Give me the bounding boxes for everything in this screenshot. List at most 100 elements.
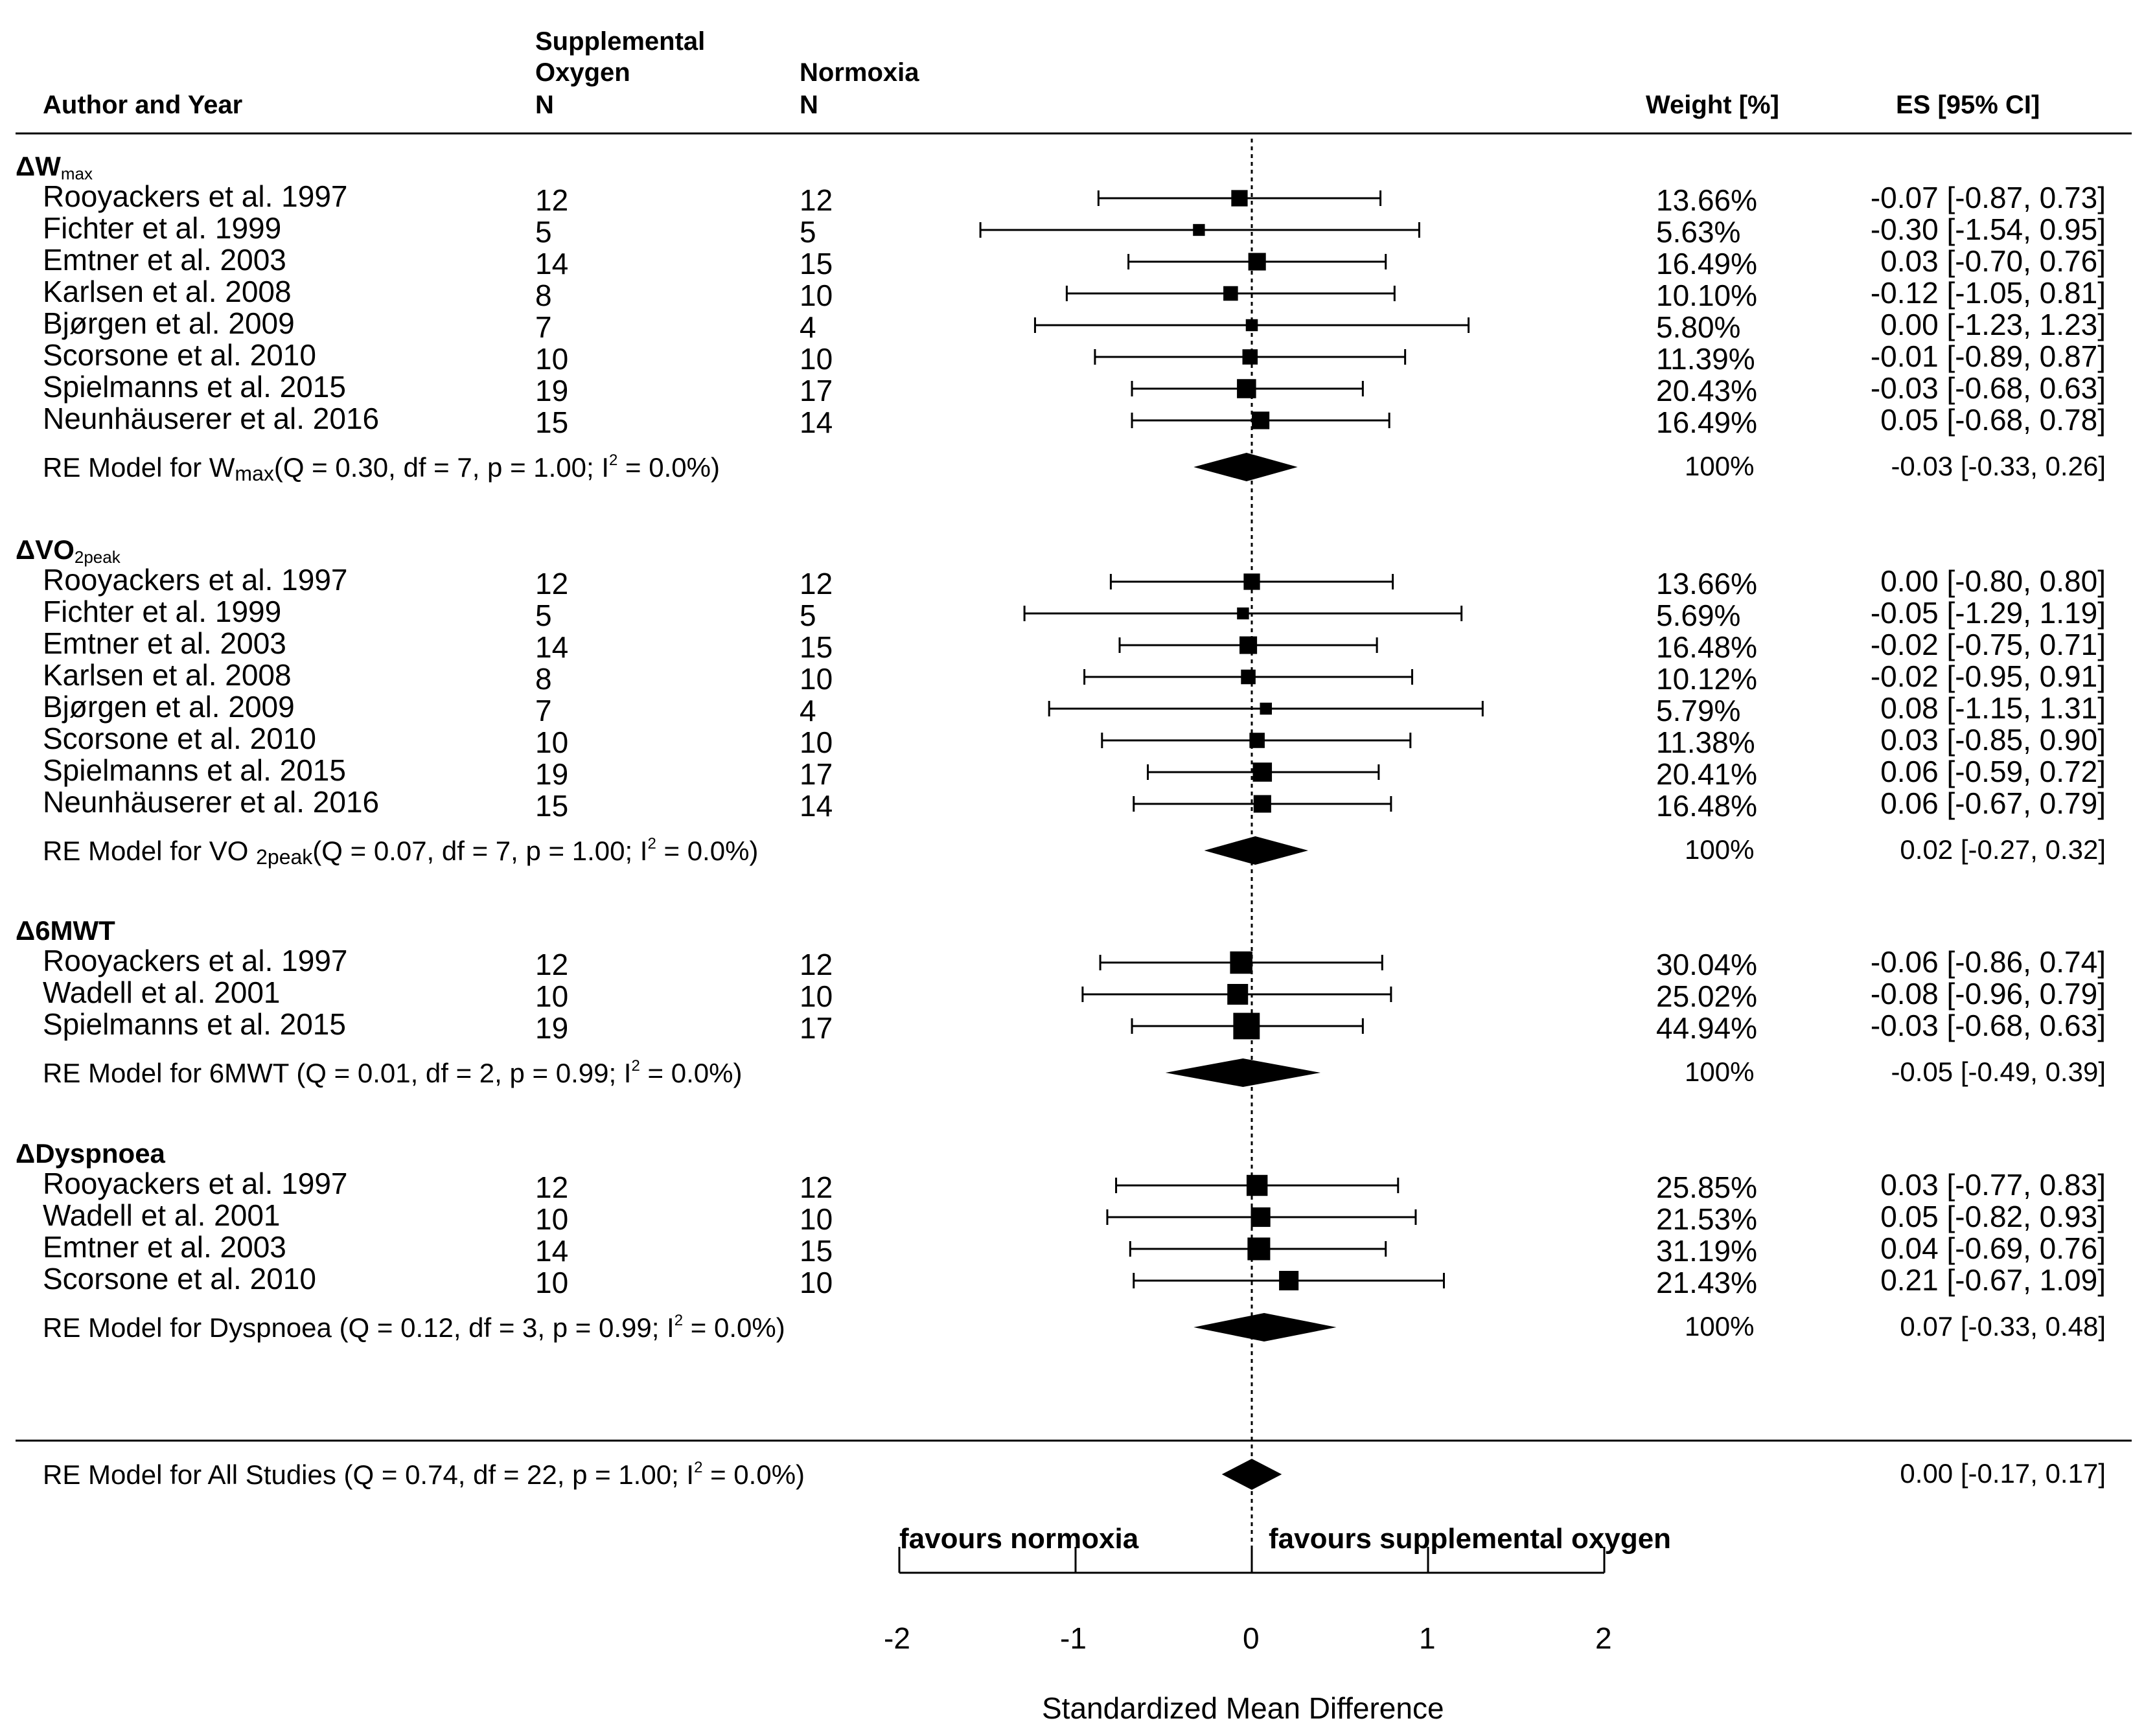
model-i2: = 0.0%) [617, 452, 720, 483]
study-n-supplemental: 12 [535, 183, 569, 217]
study-n-normoxia: 10 [800, 662, 833, 696]
model-diamond [1193, 1313, 1337, 1342]
study-effect-marker [1239, 636, 1258, 654]
study-n-normoxia: 4 [800, 310, 816, 344]
model-es-ci: -0.03 [-0.33, 0.26] [1891, 451, 2106, 481]
study-n-supplemental: 19 [535, 757, 569, 791]
section-name: Dyspnoea [35, 1138, 165, 1169]
study-weight: 21.53% [1656, 1202, 1758, 1236]
study-author: Karlsen et al. 2008 [43, 275, 292, 308]
study-effect-marker [1260, 702, 1273, 715]
study-n-normoxia: 12 [800, 567, 833, 600]
model-prefix: RE Model for Dyspnoea [43, 1312, 340, 1343]
study-es-ci: -0.03 [-0.68, 0.63] [1870, 1009, 2106, 1042]
study-author: Rooyackers et al. 1997 [43, 563, 348, 597]
study-author: Wadell et al. 2001 [43, 1198, 281, 1232]
study-es-ci: -0.03 [-0.68, 0.63] [1870, 371, 2106, 405]
study-weight: 10.12% [1656, 662, 1758, 696]
study-n-normoxia: 17 [800, 374, 833, 407]
model-label: RE Model for 6MWT (Q = 0.01, df = 2, p =… [43, 1058, 742, 1087]
study-n-normoxia: 5 [800, 215, 816, 249]
study-n-normoxia: 5 [800, 599, 816, 632]
study-author: Bjørgen et al. 2009 [43, 306, 295, 340]
study-weight: 16.49% [1656, 247, 1758, 280]
model-superscript: 2 [674, 1312, 684, 1329]
overall-es-ci: 0.00 [-0.17, 0.17] [1900, 1458, 2106, 1489]
study-author: Fichter et al. 1999 [43, 211, 282, 245]
study-n-normoxia: 14 [800, 405, 833, 439]
study-es-ci: 0.05 [-0.82, 0.93] [1880, 1200, 2106, 1233]
model-label: RE Model for VO 2peak(Q = 0.07, df = 7, … [43, 836, 759, 869]
model-diamond [1204, 836, 1309, 865]
model-weight: 100% [1685, 834, 1755, 865]
study-n-normoxia: 10 [800, 979, 833, 1013]
model-diamond [1165, 1058, 1321, 1087]
model-es-ci: 0.02 [-0.27, 0.32] [1900, 834, 2106, 865]
study-n-normoxia: 10 [800, 342, 833, 376]
delta-symbol: Δ [16, 1138, 36, 1169]
study-n-supplemental: 15 [535, 789, 569, 823]
model-i2: = 0.0%) [656, 836, 759, 866]
study-author: Karlsen et al. 2008 [43, 658, 292, 692]
study-es-ci: 0.05 [-0.68, 0.78] [1880, 403, 2106, 437]
study-es-ci: -0.07 [-0.87, 0.73] [1870, 181, 2106, 214]
study-author: Rooyackers et al. 1997 [43, 1167, 348, 1200]
study-es-ci: 0.00 [-1.23, 1.23] [1880, 308, 2106, 341]
study-effect-marker [1233, 1012, 1260, 1040]
study-weight: 10.10% [1656, 279, 1758, 312]
study-author: Fichter et al. 1999 [43, 595, 282, 628]
study-effect-marker [1279, 1270, 1299, 1291]
study-effect-marker [1246, 1174, 1268, 1196]
study-effect-marker [1230, 951, 1252, 974]
study-es-ci: 0.21 [-0.67, 1.09] [1880, 1263, 2106, 1297]
study-author: Emtner et al. 2003 [43, 626, 286, 660]
overall-model-label: RE Model for All Studies (Q = 0.74, df =… [43, 1460, 805, 1489]
study-n-normoxia: 10 [800, 1266, 833, 1299]
study-author: Rooyackers et al. 1997 [43, 179, 348, 213]
section-name: W [35, 151, 61, 181]
header-normoxia: Normoxia [800, 58, 919, 87]
study-es-ci: 0.06 [-0.67, 0.79] [1880, 786, 2106, 820]
overall-i2: = 0.0%) [702, 1459, 805, 1490]
study-n-normoxia: 10 [800, 725, 833, 759]
header-supplemental-n: N [535, 91, 554, 119]
study-es-ci: -0.30 [-1.54, 0.95] [1870, 212, 2106, 246]
study-n-normoxia: 4 [800, 694, 816, 727]
favours-left-label: favours normoxia [899, 1523, 1139, 1555]
model-label: RE Model for Dyspnoea (Q = 0.12, df = 3,… [43, 1313, 785, 1342]
model-stats: (Q = 0.12, df = 3, p = 0.99; I [339, 1312, 674, 1343]
study-n-supplemental: 8 [535, 279, 552, 312]
header-weight: Weight [%] [1646, 91, 1779, 119]
study-n-normoxia: 12 [800, 948, 833, 981]
study-es-ci: 0.03 [-0.77, 0.83] [1880, 1168, 2106, 1202]
model-stats: (Q = 0.30, df = 7, p = 1.00; I [273, 452, 610, 483]
model-weight: 100% [1685, 1056, 1755, 1087]
study-es-ci: -0.12 [-1.05, 0.81] [1870, 276, 2106, 310]
study-n-normoxia: 14 [800, 789, 833, 823]
study-es-ci: 0.08 [-1.15, 1.31] [1880, 691, 2106, 725]
model-prefix: RE Model for W [43, 452, 235, 483]
study-author: Scorsone et al. 2010 [43, 1262, 316, 1296]
study-effect-marker [1247, 1237, 1271, 1261]
study-effect-marker [1193, 223, 1205, 236]
study-n-normoxia: 12 [800, 1171, 833, 1204]
study-es-ci: -0.08 [-0.96, 0.79] [1870, 977, 2106, 1011]
study-n-normoxia: 15 [800, 247, 833, 280]
study-es-ci: 0.03 [-0.85, 0.90] [1880, 723, 2106, 757]
study-weight: 11.38% [1656, 725, 1755, 759]
study-n-supplemental: 10 [535, 342, 569, 376]
study-author: Spielmanns et al. 2015 [43, 1007, 346, 1041]
study-weight: 31.19% [1656, 1234, 1758, 1268]
study-weight: 5.63% [1656, 215, 1741, 249]
study-weight: 30.04% [1656, 948, 1758, 981]
study-weight: 16.48% [1656, 789, 1758, 823]
model-subscript: 2peak [256, 845, 313, 869]
study-author: Emtner et al. 2003 [43, 1230, 286, 1264]
model-es-ci: -0.05 [-0.49, 0.39] [1891, 1056, 2106, 1087]
overall-diamond [1221, 1459, 1282, 1490]
study-author: Spielmanns et al. 2015 [43, 370, 346, 404]
x-axis-tick-label: 2 [1595, 1621, 1612, 1655]
study-weight: 16.49% [1656, 405, 1758, 439]
study-weight: 21.43% [1656, 1266, 1758, 1299]
